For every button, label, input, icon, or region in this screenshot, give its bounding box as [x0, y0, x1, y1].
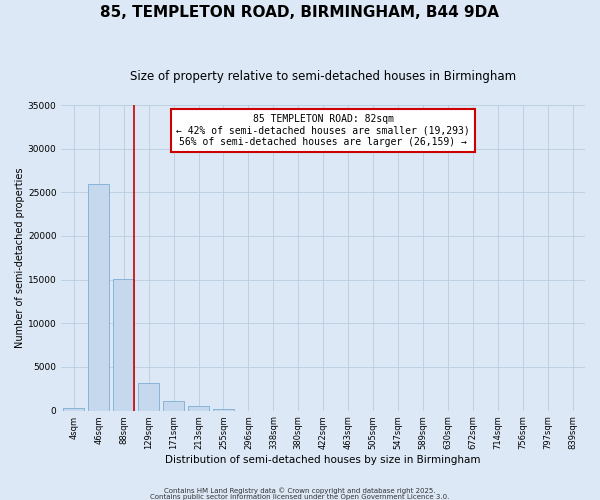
Bar: [88, 184, 109, 410]
X-axis label: Distribution of semi-detached houses by size in Birmingham: Distribution of semi-detached houses by …: [166, 455, 481, 465]
Text: 85 TEMPLETON ROAD: 82sqm
← 42% of semi-detached houses are smaller (19,293)
56% : 85 TEMPLETON ROAD: 82sqm ← 42% of semi-d…: [176, 114, 470, 148]
Bar: [213, 409, 234, 410]
Bar: [63, 408, 85, 410]
Title: Size of property relative to semi-detached houses in Birmingham: Size of property relative to semi-detach…: [130, 70, 516, 83]
Y-axis label: Number of semi-detached properties: Number of semi-detached properties: [15, 168, 25, 348]
Bar: [188, 406, 209, 410]
Text: Contains public sector information licensed under the Open Government Licence 3.: Contains public sector information licen…: [151, 494, 449, 500]
Bar: [138, 382, 159, 410]
Text: 85, TEMPLETON ROAD, BIRMINGHAM, B44 9DA: 85, TEMPLETON ROAD, BIRMINGHAM, B44 9DA: [101, 5, 499, 20]
Bar: [163, 401, 184, 410]
Bar: [113, 278, 134, 410]
Text: Contains HM Land Registry data © Crown copyright and database right 2025.: Contains HM Land Registry data © Crown c…: [164, 487, 436, 494]
